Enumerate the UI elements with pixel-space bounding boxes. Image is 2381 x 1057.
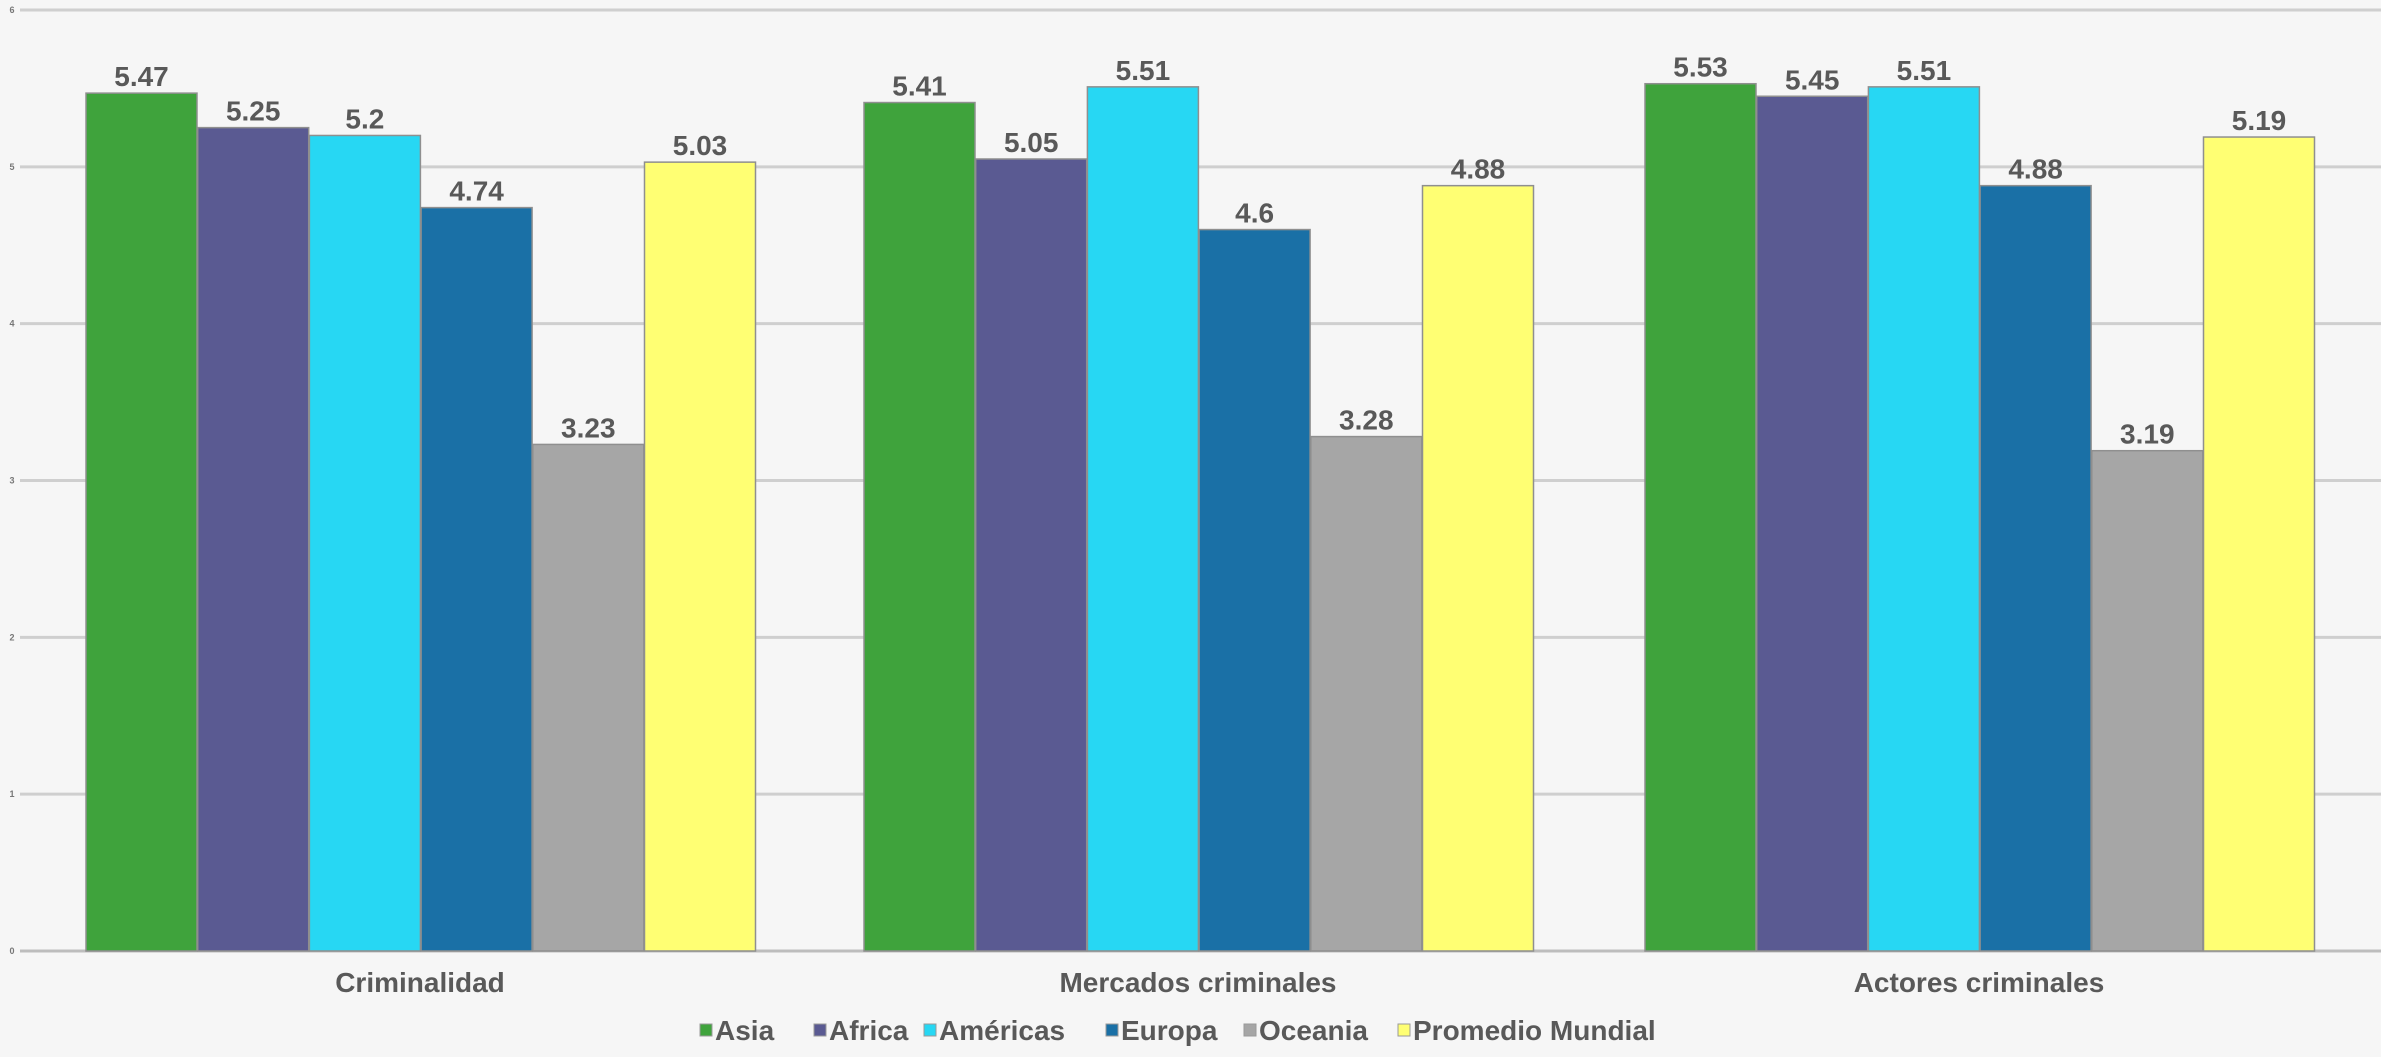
data-label: 5.05 [1004, 127, 1059, 158]
bar-europa-0 [420, 206, 533, 952]
category-label: Criminalidad [335, 967, 505, 998]
data-label: 5.25 [226, 96, 281, 127]
y-tick-label: 4 [9, 319, 14, 329]
bar-américas-1 [1086, 86, 1200, 952]
data-label: 5.2 [345, 103, 384, 134]
data-label: 4.88 [2008, 154, 2063, 185]
legend-label: Europa [1121, 1015, 1218, 1046]
legend-label: Asia [715, 1015, 775, 1046]
legend-swatch [1243, 1023, 1257, 1037]
data-label: 5.41 [892, 71, 947, 102]
data-label: 5.51 [1897, 55, 1952, 86]
data-label: 4.6 [1235, 198, 1274, 229]
bars [85, 82, 2316, 952]
data-label: 5.45 [1785, 64, 1840, 95]
y-tick-label: 2 [9, 632, 14, 642]
legend: Asia Africa Américas Europa Oceania Promedio … [699, 1015, 1656, 1046]
y-axis-ticks: 0 1 2 3 4 5 6 [9, 5, 14, 956]
bar-asia-2 [1644, 82, 1757, 952]
category-label: Actores criminales [1854, 967, 2105, 998]
bar-promedio-mundial-2 [2202, 136, 2316, 952]
data-label: 5.03 [673, 130, 728, 161]
y-tick-label: 3 [9, 476, 14, 486]
legend-label: Oceania [1259, 1015, 1368, 1046]
x-axis-categories: Criminalidad Mercados criminales Actores c… [335, 967, 2104, 998]
legend-label: Américas [939, 1015, 1065, 1046]
bar-oceania-2 [2091, 449, 2204, 952]
y-tick-label: 6 [9, 5, 14, 15]
data-label: 3.19 [2120, 419, 2175, 450]
bar-promedio-mundial-0 [643, 161, 757, 952]
bar-oceania-0 [532, 443, 645, 952]
data-label: 5.51 [1116, 55, 1171, 86]
y-tick-label: 5 [9, 162, 14, 172]
bar-promedio-mundial-1 [1421, 184, 1535, 952]
legend-label: Africa [829, 1015, 909, 1046]
legend-label: Promedio Mundial [1413, 1015, 1656, 1046]
legend-swatch [699, 1023, 713, 1037]
y-tick-label: 1 [9, 789, 14, 799]
bar-europa-2 [1979, 184, 2092, 952]
data-label: 5.47 [114, 61, 169, 92]
data-labels: 5.47 5.25 5.2 4.74 3.23 5.03 5.41 5.05 5.51 4.6 3.… [114, 52, 2286, 450]
legend-swatch [1397, 1023, 1411, 1037]
bar-europa-1 [1198, 228, 1311, 952]
bar-américas-0 [308, 134, 422, 952]
y-tick-label: 0 [9, 946, 14, 956]
legend-swatch [813, 1023, 827, 1037]
data-label: 5.19 [2232, 105, 2287, 136]
bar-oceania-1 [1310, 435, 1423, 952]
category-label: Mercados criminales [1059, 967, 1336, 998]
bar-africa-2 [1755, 95, 1869, 952]
bar-asia-0 [85, 92, 198, 952]
bar-africa-1 [974, 158, 1088, 952]
legend-swatch [923, 1023, 937, 1037]
data-label: 3.28 [1339, 405, 1394, 436]
bar-américas-2 [1867, 86, 1981, 952]
bar-africa-0 [196, 126, 310, 952]
data-label: 4.74 [449, 176, 504, 207]
bar-asia-1 [863, 101, 976, 952]
data-label: 4.88 [1451, 154, 1506, 185]
data-label: 5.53 [1673, 52, 1728, 83]
data-label: 3.23 [561, 412, 616, 443]
legend-swatch [1105, 1023, 1119, 1037]
